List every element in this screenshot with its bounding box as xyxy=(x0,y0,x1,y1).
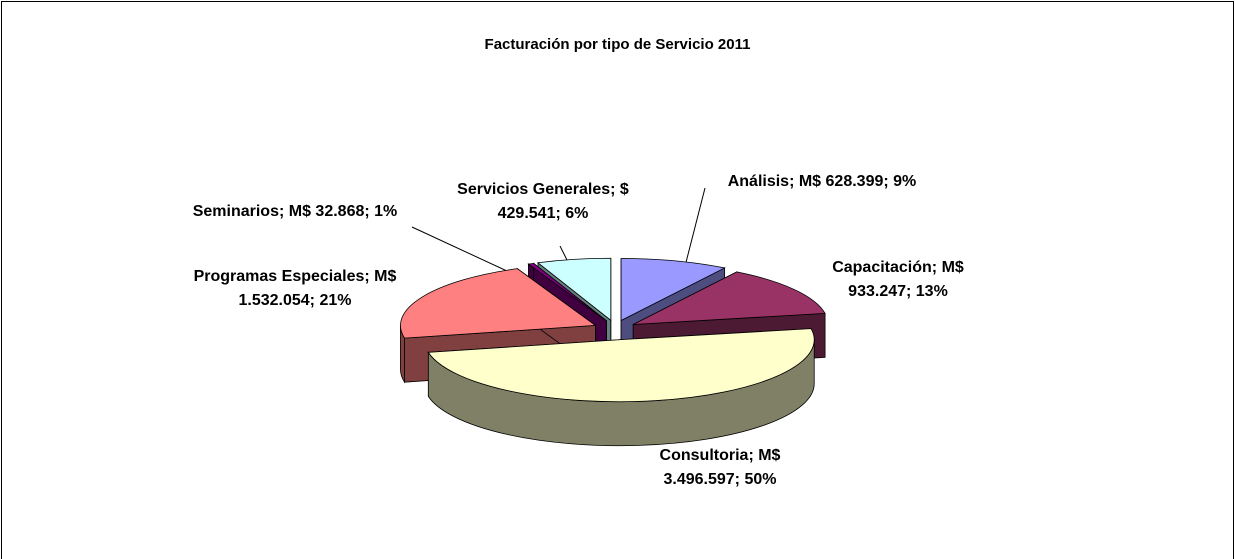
pie-slice xyxy=(427,328,815,447)
data-label: Consultoria; M$ 3.496.597; 50% xyxy=(659,447,781,488)
data-label: Capacitación; M$ 933.247; 13% xyxy=(832,259,964,300)
slice-top xyxy=(427,328,815,403)
slice-top xyxy=(400,268,597,339)
data-label: Seminarios; M$ 32.868; 1% xyxy=(192,203,398,220)
slice-top xyxy=(537,257,612,322)
pie xyxy=(400,257,826,447)
slice-top xyxy=(527,262,607,322)
data-label: Servicios Generales; $ 429.541; 6% xyxy=(457,181,629,222)
slice-top xyxy=(620,258,726,322)
data-label: Análisis; M$ 628.399; 9% xyxy=(727,173,917,190)
data-label: Programas Especiales; M$ 1.532.054; 21% xyxy=(193,268,397,309)
chart-title: Facturación por tipo de Servicio 2011 xyxy=(484,36,751,53)
slice-top xyxy=(633,271,826,325)
